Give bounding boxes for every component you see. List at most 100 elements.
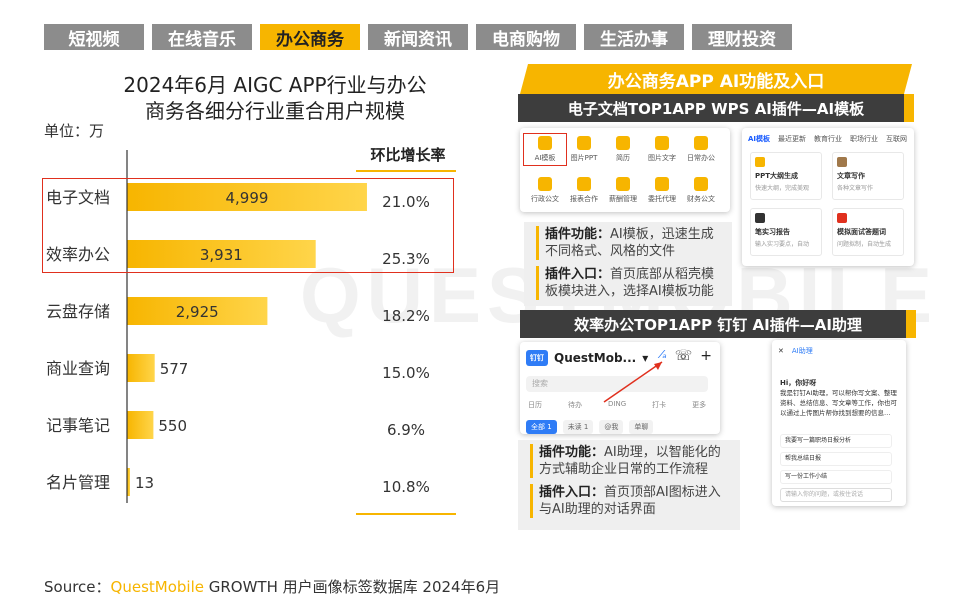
wps-function-grid: AI模板 图片PPT 简历 图片文字 日常办公 行政公文 报表合作 薪酬管理 委… [523,133,722,204]
phone-icon[interactable]: ☏ [674,348,693,364]
grid-item[interactable]: 图片PPT [565,136,603,163]
bar [127,411,154,439]
section1-header: 电子文档TOP1APP WPS AI插件—AI模板 [518,94,914,122]
chevron-down-icon[interactable]: ▾ [642,351,649,365]
template-card[interactable]: 模拟面试答题词 问题拟制，自动生成 [832,208,904,256]
shortcut-row: 日历 待办 DING 打卡 更多 [528,400,706,410]
section2-header-accent [906,310,916,338]
finance-doc-icon [694,177,708,191]
shortcut-item[interactable]: 日历 [528,401,542,409]
ai-title: AI助理 [791,347,813,355]
dingtalk-screenshot-home: 钉钉 QuestMob... ▾ ⁄ₐ ☏ + 搜索 日历 待办 DING 打卡… [520,342,720,434]
grid-item[interactable]: 委托代理 [643,177,681,204]
shortcut-item[interactable]: 打卡 [652,401,667,409]
entry-label: 插件入口： [545,267,611,282]
document-icon [538,177,552,191]
ai-suggestion[interactable]: 写一份工作小结 [780,470,892,484]
filter-chip[interactable]: @我 [599,420,624,434]
growth-rate-label: 10.8% [382,478,430,496]
ai-chat-input[interactable]: 请输入你的问题，或按住说话 [780,488,892,502]
tab-finance[interactable]: 理财投资 [692,24,792,50]
plus-icon[interactable]: + [700,348,712,364]
source-note: Source：QuestMobile GROWTH 用户画像标签数据库 2024… [44,576,500,597]
tab-ecommerce[interactable]: 电商购物 [476,24,576,50]
bar [127,468,130,496]
chart-title: 2024年6月 AIGC APP行业与办公 商务各细分行业重合用户规模 [90,72,460,124]
source-text: GROWTH 用户画像标签数据库 2024年6月 [203,578,501,596]
template-tab[interactable]: 最近更新 [778,135,807,143]
shortcut-item[interactable]: 更多 [692,401,707,409]
card-title: 模拟面试答题词 [837,228,886,236]
filter-chip[interactable]: 未读 1 [562,420,594,434]
feature-label: 插件功能： [539,445,605,460]
bar-chart: 电子文档 4,999 21.0% 效率办公 3,931 25.3% 云盘存储 2,925 18.… [46,150,430,503]
value-label: 4,999 [225,189,268,207]
tab-news[interactable]: 新闻资讯 [368,24,468,50]
growth-footer-line [356,513,456,515]
growth-header-line [356,170,456,172]
ai-intro: 我是钉钉AI助理，可以帮你写文案、整理资料、总结信息、写文章等工作，你也可以通过… [780,389,897,417]
grid-item[interactable]: 简历 [604,136,642,163]
tab-office-business[interactable]: 办公商务 [260,24,360,50]
template-card[interactable]: 笔实习报告 输入实习要点，自动 [750,208,822,256]
dingtalk-toolbar: ⁄ₐ ☏ + [661,348,712,364]
ai-icon[interactable]: ⁄ₐ [660,348,667,361]
chart-title-line1: 2024年6月 AIGC APP行业与办公 [123,73,427,97]
template-tab[interactable]: 教育行业 [814,135,843,143]
template-card[interactable]: 文章写作 各种文章写作 [832,152,904,200]
value-label: 13 [135,474,154,492]
question-icon [837,213,847,223]
grid-item[interactable]: 报表合作 [565,177,603,204]
template-tab[interactable]: 互联网 [886,135,908,143]
image-text-icon [655,136,669,150]
wps-screenshot-templates: AI模板 最近更新 教育行业 职场行业 互联网 PPT大纲生成 快速大纲，完成美… [742,128,914,266]
filter-chip[interactable]: 单聊 [629,420,654,434]
grid-item[interactable]: 图片文字 [643,136,681,163]
category-label: 云盘存储 [46,302,110,321]
card-subtitle: 输入实习要点，自动 [755,241,810,248]
filter-chip[interactable]: 全部 1 [526,420,557,434]
search-input[interactable]: 搜索 [526,376,708,392]
entry-text: 首页底部从稻壳模板模块进入，选择AI模板功能 [545,267,715,299]
template-tabs: AI模板 最近更新 教育行业 职场行业 互联网 [748,134,907,144]
grid-item[interactable]: 财务公文 [682,177,720,204]
card-subtitle: 快速大纲，完成美观 [755,185,810,192]
section1-header-accent [904,94,914,122]
right-panel-banner: 办公商务APP AI功能及入口 [520,64,912,94]
feature-paragraph: 插件功能：AI模板，迅速生成不同格式、风格的文件 [536,226,722,260]
app-name: QuestMob... [554,351,637,365]
resume-icon [616,136,630,150]
report-icon [755,213,765,223]
entry-text: 首页顶部AI图标进入与AI助理的对话界面 [539,485,721,517]
unit-label: 单位：万 [44,122,105,140]
dingtalk-screenshot-ai: ✕ AI助理 Hi，你好呀 我是钉钉AI助理，可以帮你写文案、整理资料、总结信息… [772,340,906,506]
ppt-icon [577,136,591,150]
bar [127,297,268,325]
entry-paragraph: 插件入口：首页顶部AI图标进入与AI助理的对话界面 [530,484,730,518]
tab-short-video[interactable]: 短视频 [44,24,144,50]
grid-item[interactable]: 日常办公 [682,136,720,163]
grid-item-ai-template[interactable]: AI模板 [523,133,567,166]
template-tab[interactable]: 职场行业 [850,135,879,143]
section1-header-text: 电子文档TOP1APP WPS AI插件—AI模板 [567,99,865,118]
ai-suggestion[interactable]: 帮我总结日报 [780,452,892,466]
bar [127,240,316,268]
card-subtitle: 各种文章写作 [837,185,874,192]
category-label: 记事笔记 [46,416,110,435]
grid-item[interactable]: 行政公文 [526,177,564,204]
chart-title-line2: 商务各细分行业重合用户规模 [145,99,405,123]
category-label: 商业查询 [46,359,110,378]
growth-rate-header: 环比增长率 [370,146,446,164]
salary-icon [616,177,630,191]
ai-suggestion[interactable]: 我要写一篇职场日报分析 [780,434,892,448]
tab-online-music[interactable]: 在线音乐 [152,24,252,50]
template-tab[interactable]: AI模板 [748,135,771,143]
grid-item[interactable]: 薪酬管理 [604,177,642,204]
shortcut-item[interactable]: 待办 [568,401,582,409]
ai-message: Hi，你好呀 我是钉钉AI助理，可以帮你写文案、整理资料、总结信息、写文章等工作… [780,378,900,418]
template-card[interactable]: PPT大纲生成 快速大纲，完成美观 [750,152,822,200]
tab-life-services[interactable]: 生活办事 [584,24,684,50]
close-icon[interactable]: ✕ [778,347,784,355]
feature-label: 插件功能： [545,227,611,242]
shortcut-item[interactable]: DING [608,400,627,408]
